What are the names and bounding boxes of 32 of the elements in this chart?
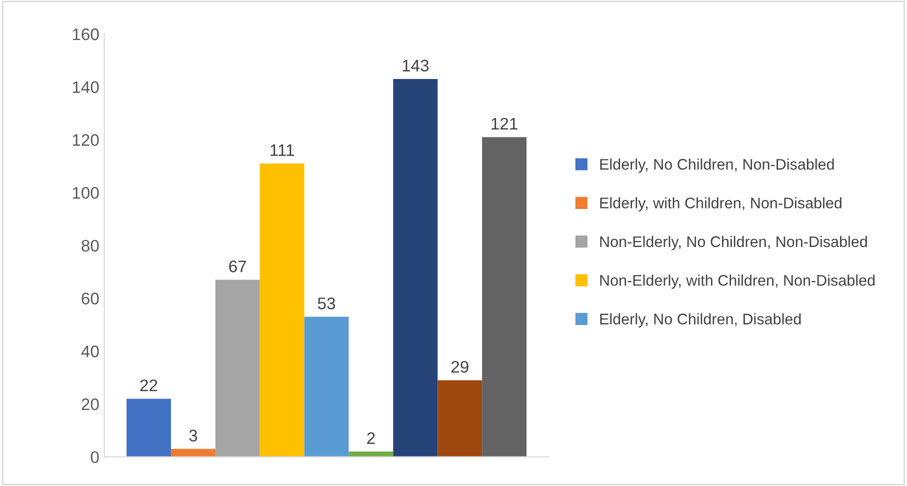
bar (170, 448, 216, 457)
y-tick-label: 40 (81, 346, 99, 358)
legend-label: Elderly, No Children, Non-Disabled (600, 158, 834, 173)
bar (482, 137, 527, 457)
data-label: 111 (270, 144, 294, 156)
data-label: 29 (451, 360, 468, 373)
legend-label: Elderly, No Children, Disabled (600, 313, 801, 328)
y-tick-label: 100 (72, 186, 99, 199)
y-tick-label: 0 (90, 451, 99, 464)
legend-label: Non-Elderly, No Children, Non-Disabled (600, 236, 867, 250)
bar (438, 380, 482, 457)
data-label: 143 (402, 60, 429, 72)
y-tick-label: 160 (72, 28, 99, 40)
y-tick-label: 120 (72, 134, 99, 146)
y-tick-label: 60 (82, 292, 99, 304)
bar (348, 452, 394, 457)
y-tick-label: 80 (82, 240, 99, 252)
data-label: 121 (492, 118, 518, 130)
y-tick-label: 140 (72, 81, 99, 94)
legend-label: Elderly, with Children, Non-Disabled (600, 197, 842, 212)
legend-label: Non-Elderly, with Children, Non-Disabled (600, 274, 875, 289)
data-label: 67 (229, 260, 246, 272)
bar (126, 398, 171, 457)
bar (260, 164, 304, 457)
bar (393, 78, 438, 457)
data-label: 22 (140, 379, 158, 392)
bar (215, 280, 260, 457)
data-label: 2 (367, 432, 375, 444)
bar (304, 316, 349, 457)
data-label: 53 (318, 298, 336, 310)
data-label: 3 (189, 430, 198, 442)
y-tick-label: 20 (82, 398, 99, 410)
